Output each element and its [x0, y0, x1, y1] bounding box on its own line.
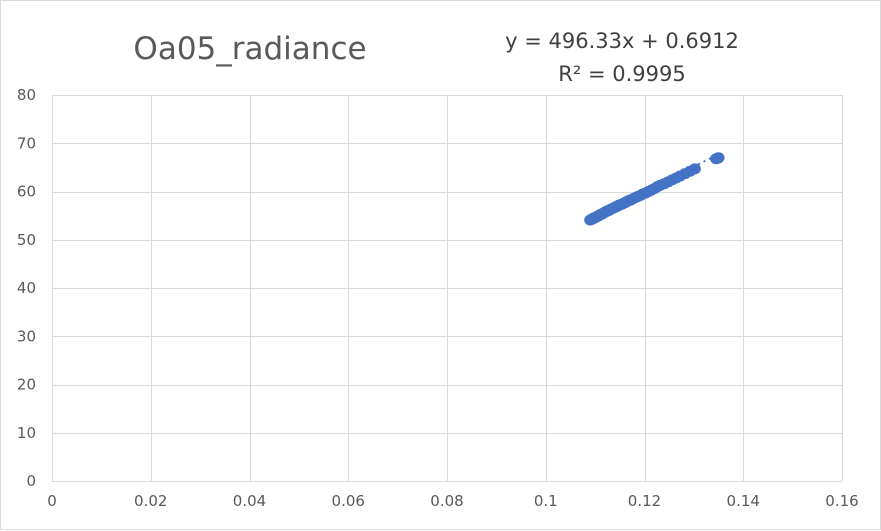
- x-tick-label: 0.02: [134, 492, 167, 510]
- horizontal-gridlines: [52, 95, 842, 482]
- data-point: [688, 163, 701, 175]
- y-tick-label: 50: [17, 231, 36, 249]
- x-tick-label: 0.16: [825, 492, 858, 510]
- x-tick-label: 0: [47, 492, 57, 510]
- x-tick-label: 0.08: [430, 492, 463, 510]
- trendline-r-squared: R² = 0.9995: [558, 62, 685, 86]
- y-tick-label: 70: [17, 134, 36, 152]
- y-tick-label: 40: [17, 279, 36, 297]
- x-tick-label: 0.1: [534, 492, 558, 510]
- x-tick-label: 0.04: [233, 492, 266, 510]
- y-tick-label: 10: [17, 424, 36, 442]
- y-tick-label: 0: [26, 472, 36, 490]
- x-tick-label: 0.06: [332, 492, 365, 510]
- x-axis-tick-labels: 0 0.02 0.04 0.06 0.08 0.1 0.12 0.14 0.16: [47, 492, 858, 510]
- x-tick-label: 0.12: [628, 492, 661, 510]
- trendline-equation: y = 496.33x + 0.6912: [505, 29, 739, 53]
- y-axis-tick-labels: 0 10 20 30 40 50 60 70 80: [17, 86, 36, 490]
- chart-title: Oa05_radiance: [133, 31, 366, 67]
- data-point: [712, 152, 725, 164]
- y-tick-label: 80: [17, 86, 36, 104]
- x-tick-label: 0.14: [727, 492, 760, 510]
- y-tick-label: 60: [17, 183, 36, 201]
- y-tick-label: 20: [17, 376, 36, 394]
- data-points: [584, 152, 725, 226]
- y-tick-label: 30: [17, 327, 36, 345]
